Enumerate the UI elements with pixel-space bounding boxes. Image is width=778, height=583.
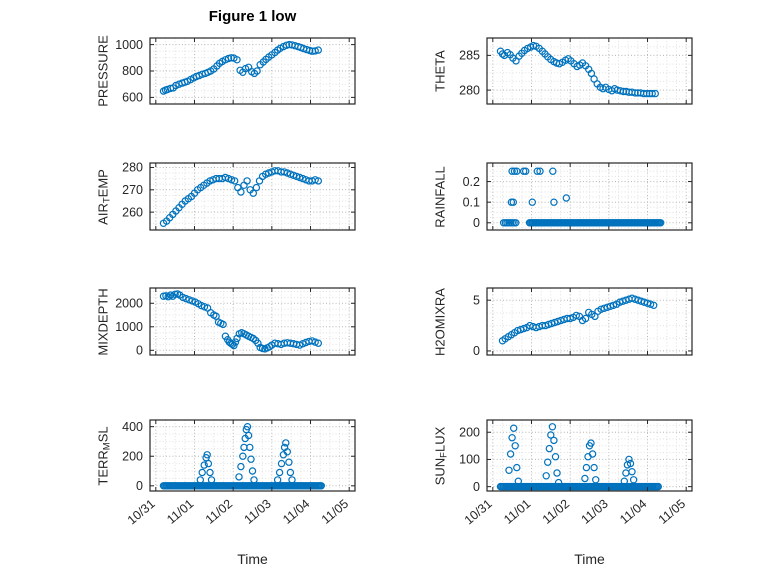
svg-text:1000: 1000 bbox=[115, 38, 143, 52]
svg-text:800: 800 bbox=[122, 64, 143, 78]
svg-text:200: 200 bbox=[459, 425, 480, 439]
svg-text:260: 260 bbox=[122, 205, 143, 219]
svg-text:11/03: 11/03 bbox=[579, 497, 611, 527]
svg-text:11/01: 11/01 bbox=[164, 497, 196, 527]
subplot-terr-msl: 10/31 11/01 11/02 11/03 11/04 11/05 0 200 400 bbox=[122, 419, 356, 528]
subplot-rainfall: 0 0.1 0.2 bbox=[463, 162, 693, 231]
svg-text:11/02: 11/02 bbox=[540, 497, 572, 527]
svg-text:2000: 2000 bbox=[115, 296, 143, 310]
svg-text:11/05: 11/05 bbox=[319, 497, 351, 527]
svg-text:600: 600 bbox=[122, 91, 143, 105]
svg-text:11/04: 11/04 bbox=[280, 497, 312, 527]
xlabel-time-left: Time bbox=[237, 551, 268, 567]
subplot-pressure: 600 800 1000 bbox=[115, 37, 356, 105]
svg-text:5: 5 bbox=[473, 293, 480, 307]
subplot-h2omixra: 05 bbox=[473, 287, 693, 358]
figure-title: Figure 1 low bbox=[208, 8, 297, 25]
svg-text:200: 200 bbox=[122, 449, 143, 463]
svg-text:11/05: 11/05 bbox=[656, 497, 688, 527]
subplot-theta: 280 285 bbox=[459, 37, 693, 105]
svg-text:0: 0 bbox=[473, 344, 480, 358]
svg-text:11/03: 11/03 bbox=[242, 497, 274, 527]
svg-text:280: 280 bbox=[459, 83, 480, 97]
svg-text:0.1: 0.1 bbox=[463, 195, 480, 209]
svg-text:0: 0 bbox=[473, 480, 480, 494]
subplot-mixdepth: 0 1000 2000 bbox=[115, 287, 356, 357]
svg-text:285: 285 bbox=[459, 49, 480, 63]
svg-text:100: 100 bbox=[459, 453, 480, 467]
svg-text:0: 0 bbox=[136, 479, 143, 493]
svg-text:10/31: 10/31 bbox=[462, 497, 495, 528]
svg-text:270: 270 bbox=[122, 183, 143, 197]
svg-text:11/01: 11/01 bbox=[501, 497, 533, 527]
xlabel-time-right: Time bbox=[574, 551, 605, 567]
svg-text:400: 400 bbox=[122, 420, 143, 434]
subplot-sun-flux: 10/31 11/01 11/02 11/03 11/04 11/05 0 100 200 bbox=[459, 419, 693, 528]
svg-text:0.2: 0.2 bbox=[463, 175, 480, 189]
svg-text:0: 0 bbox=[473, 216, 480, 230]
svg-text:1000: 1000 bbox=[115, 320, 143, 334]
svg-text:280: 280 bbox=[122, 161, 143, 175]
svg-text:11/04: 11/04 bbox=[617, 497, 649, 527]
svg-text:0: 0 bbox=[136, 343, 143, 357]
svg-text:11/02: 11/02 bbox=[203, 497, 235, 527]
svg-text:10/31: 10/31 bbox=[125, 497, 158, 528]
subplot-air-temp: 260 270 280 bbox=[122, 161, 356, 231]
